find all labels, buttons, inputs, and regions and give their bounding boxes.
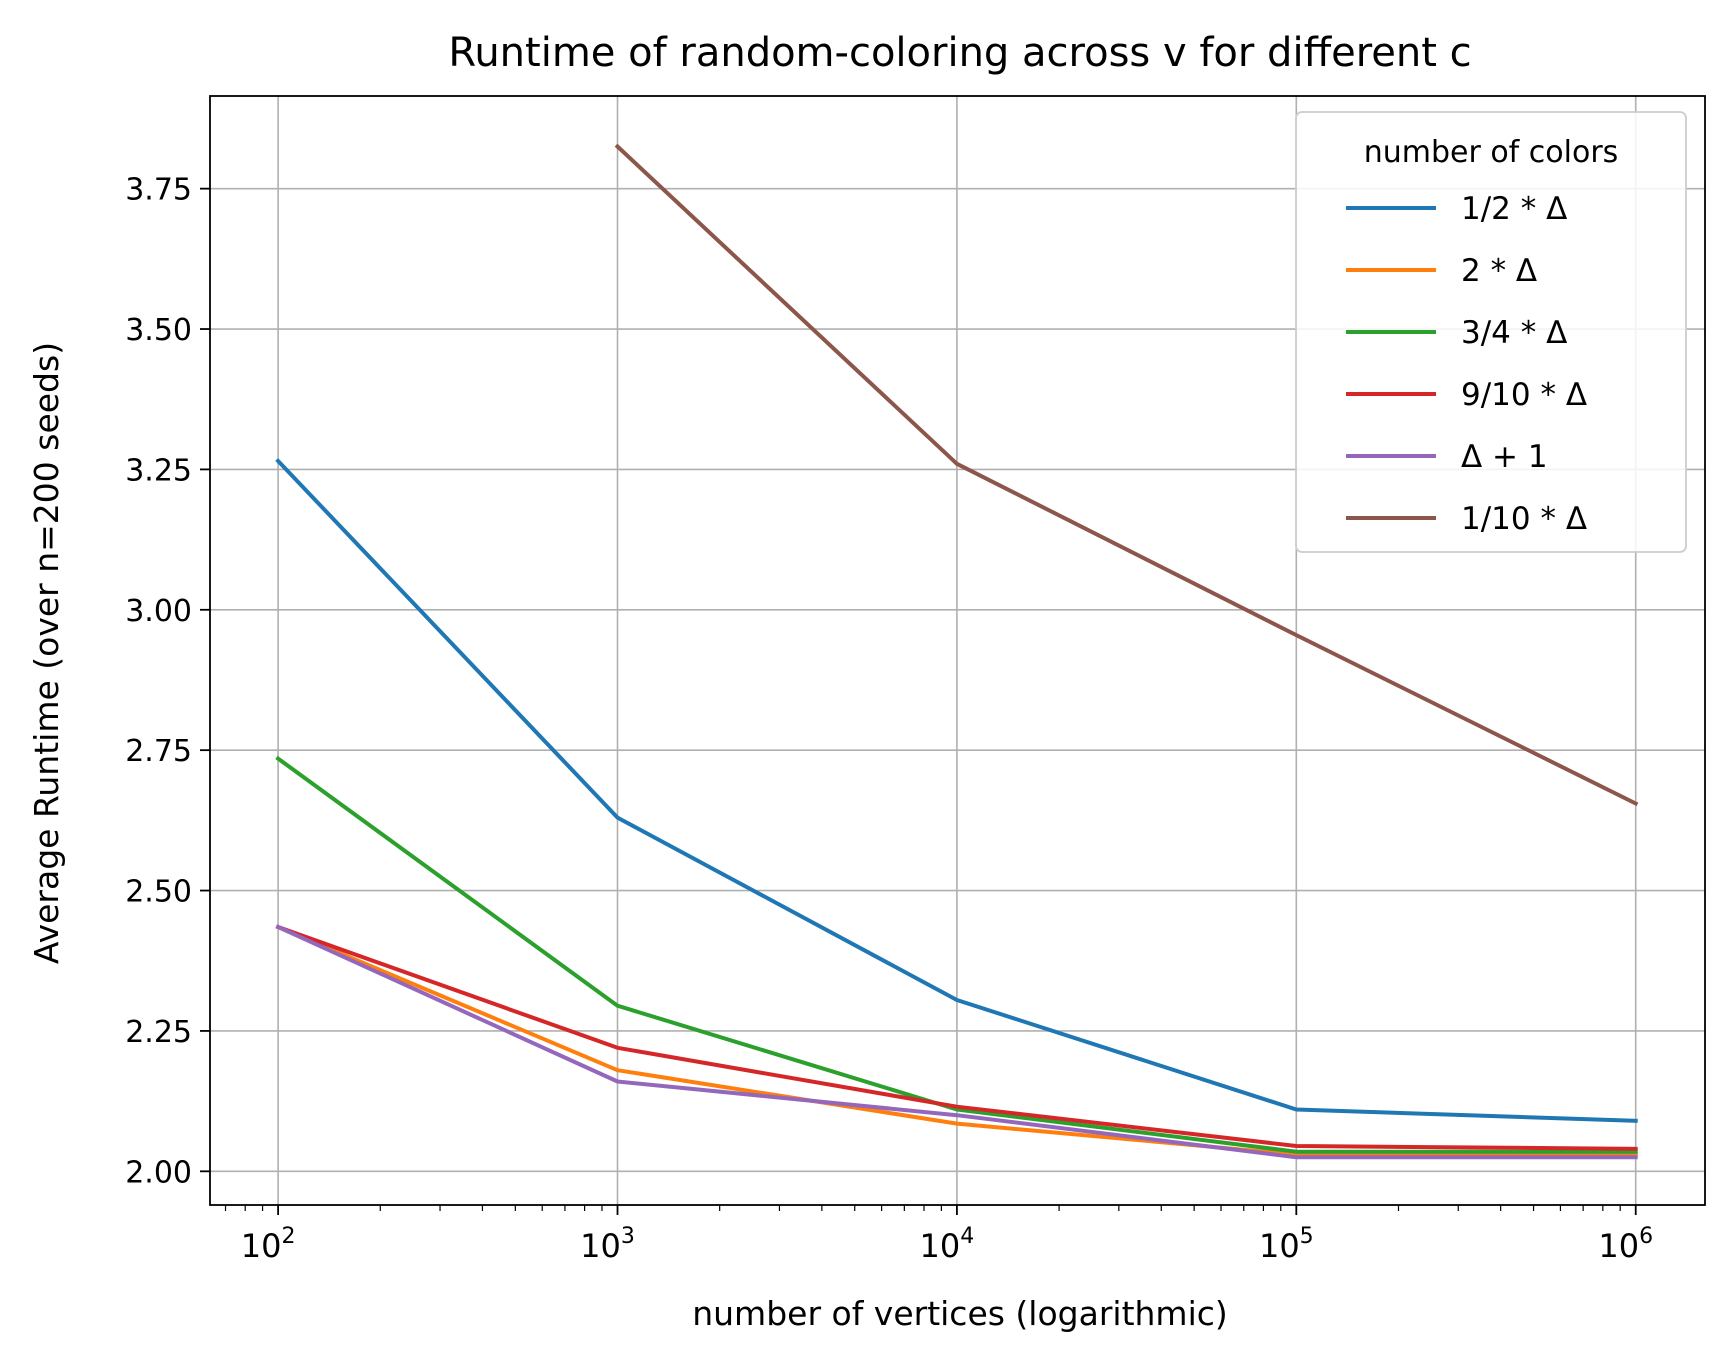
x-tick-label: 102	[241, 1224, 296, 1265]
y-tick-label: 2.00	[125, 1155, 192, 1190]
legend: number of colors 1/2 * Δ 2 * Δ 3/4 * Δ 9/10 …	[1295, 111, 1687, 553]
legend-title: number of colors	[1364, 135, 1619, 170]
legend-label: 9/10 * Δ	[1461, 377, 1587, 413]
axes: 2.00 2.25 2.50 2.75 3.00 3.25 3.50 3.75 102 103 10…	[125, 95, 1706, 1265]
x-tick-label: 104	[920, 1224, 975, 1265]
series-line-3	[275, 924, 1638, 1151]
legend-label: Δ + 1	[1461, 439, 1548, 475]
y-axis-label: Average Runtime (over n=200 seeds)	[27, 342, 66, 964]
y-tick-label: 3.25	[125, 453, 192, 488]
series-line-0	[275, 458, 1638, 1123]
series-line-1	[275, 924, 1638, 1157]
series-line-5	[614, 143, 1639, 807]
legend-label: 1/10 * Δ	[1461, 501, 1587, 537]
x-tick-label: 106	[1598, 1224, 1653, 1265]
legend-label: 2 * Δ	[1461, 253, 1537, 289]
y-tick-label: 2.25	[125, 1015, 192, 1050]
y-tick-label: 3.75	[125, 173, 192, 208]
y-tick-label: 2.75	[125, 734, 192, 769]
series-line-4	[275, 924, 1638, 1160]
legend-label: 3/4 * Δ	[1461, 315, 1567, 351]
legend-box	[1295, 111, 1687, 553]
x-tick-label: 103	[580, 1224, 635, 1265]
y-tick-label: 2.50	[125, 875, 192, 910]
series-lines	[275, 143, 1639, 1160]
y-tick-label: 3.50	[125, 313, 192, 348]
x-axis-label: number of vertices (logarithmic)	[692, 1294, 1228, 1333]
chart-title: Runtime of random-coloring across v for …	[448, 30, 1471, 76]
x-tick-label: 105	[1259, 1224, 1314, 1265]
y-tick-label: 3.00	[125, 594, 192, 629]
legend-label: 1/2 * Δ	[1461, 191, 1567, 227]
series-line-2	[275, 755, 1638, 1154]
